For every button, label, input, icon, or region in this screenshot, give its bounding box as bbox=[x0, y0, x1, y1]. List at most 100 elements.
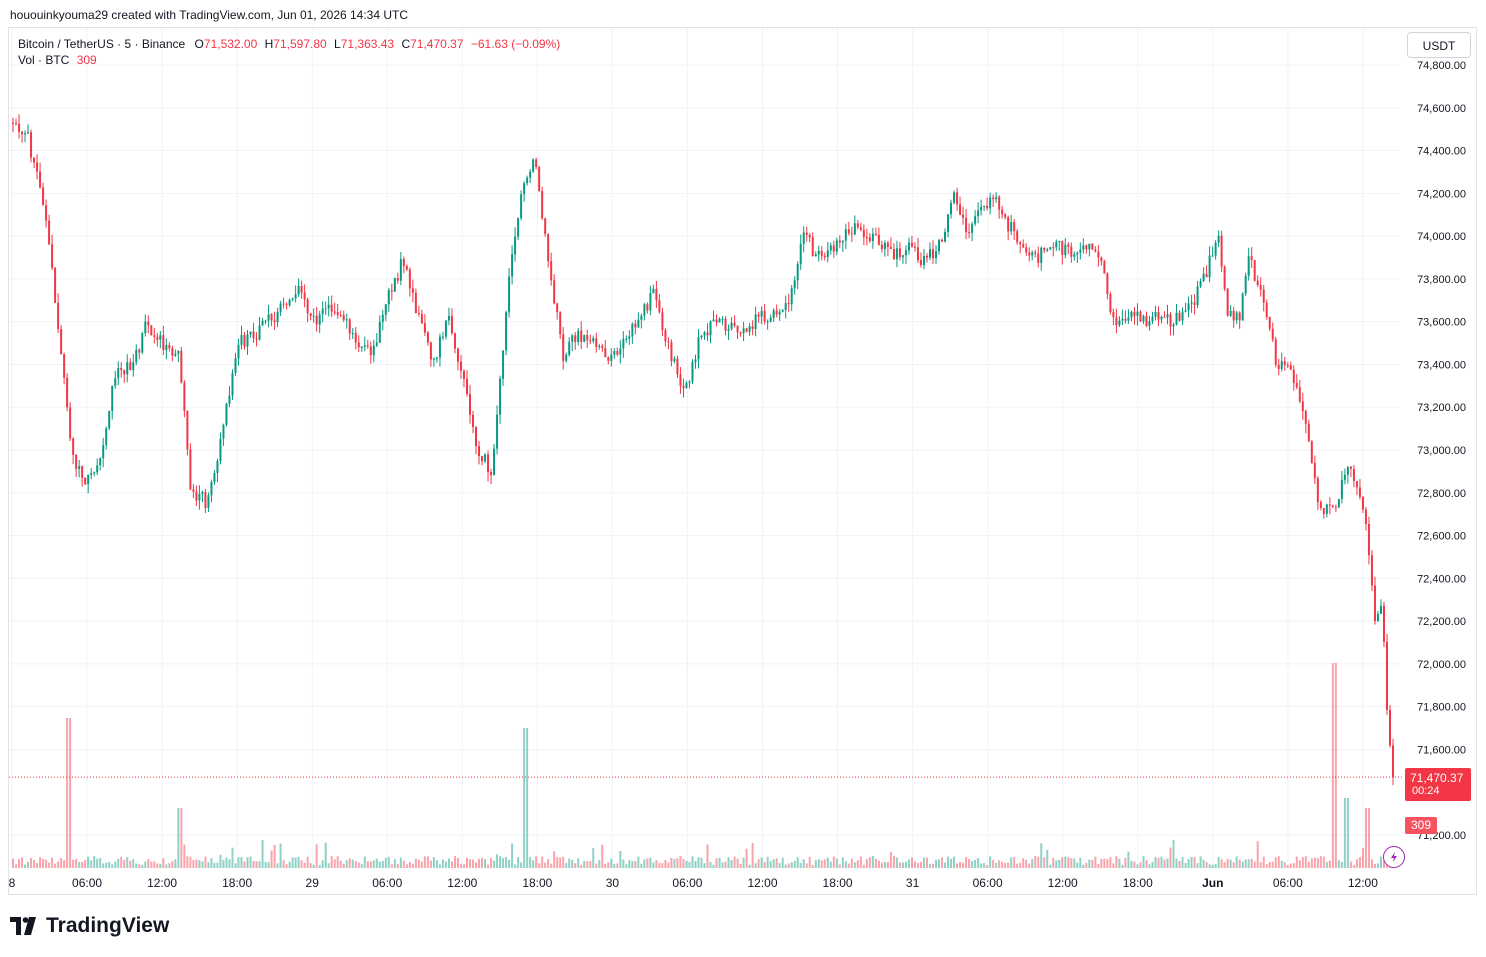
volume-bar bbox=[1274, 857, 1277, 868]
volume-bar bbox=[886, 861, 889, 868]
volume-bar bbox=[712, 864, 715, 868]
volume-bar bbox=[986, 864, 989, 868]
volume-bar bbox=[1331, 663, 1334, 868]
volume-bar bbox=[604, 863, 607, 868]
volume-bar bbox=[120, 856, 123, 868]
candle-body bbox=[192, 489, 195, 492]
candle-body bbox=[204, 491, 207, 508]
candle-body bbox=[147, 321, 150, 326]
candle-body bbox=[1013, 222, 1016, 232]
volume-bar bbox=[715, 858, 718, 868]
x-tick-label: 12:00 bbox=[147, 876, 177, 890]
volume-bar bbox=[81, 861, 84, 868]
volume-bar bbox=[216, 862, 219, 868]
candle-body bbox=[159, 335, 162, 340]
candle-body bbox=[950, 202, 953, 215]
volume-bar bbox=[168, 863, 171, 868]
candle-body bbox=[324, 308, 327, 310]
candle-body bbox=[429, 342, 432, 360]
candle-body bbox=[1082, 245, 1085, 250]
volume-bar bbox=[916, 862, 919, 868]
candle-body bbox=[87, 474, 90, 485]
candle-body bbox=[387, 290, 390, 305]
candle-body bbox=[1388, 709, 1391, 746]
candle-body bbox=[947, 214, 950, 232]
candle-body bbox=[904, 250, 907, 256]
volume-bar bbox=[51, 857, 54, 868]
candle-body bbox=[1187, 303, 1190, 311]
candle-body bbox=[941, 239, 944, 242]
currency-button[interactable]: USDT bbox=[1407, 32, 1471, 58]
candle-body bbox=[1376, 613, 1379, 622]
volume-bar bbox=[553, 851, 556, 868]
volume-bar bbox=[649, 857, 652, 868]
volume-bar bbox=[174, 859, 177, 868]
volume-bar bbox=[622, 859, 625, 868]
tradingview-brand[interactable]: TradingView bbox=[10, 914, 169, 938]
candle-body bbox=[186, 410, 189, 450]
price-axis[interactable]: 74,800.00 74,600.00 74,400.00 74,200.00 74,0… bbox=[1417, 60, 1466, 842]
candle-body bbox=[601, 345, 604, 349]
volume-bar bbox=[111, 864, 114, 868]
volume-bar bbox=[1301, 857, 1304, 868]
candle-body bbox=[883, 242, 886, 250]
volume-bar bbox=[691, 856, 694, 868]
x-tick-label: 12:00 bbox=[747, 876, 777, 890]
volume-bar bbox=[568, 858, 571, 868]
candle-body bbox=[363, 345, 366, 347]
volume-bar bbox=[423, 856, 426, 868]
candle-body bbox=[919, 260, 922, 266]
volume-bar bbox=[742, 857, 745, 868]
volume-bar bbox=[829, 861, 832, 868]
candle-body bbox=[54, 267, 57, 303]
volume-bar bbox=[1208, 864, 1211, 868]
volume-tag: 309 bbox=[1405, 817, 1437, 834]
candle-body bbox=[240, 334, 243, 345]
candle-body bbox=[757, 314, 760, 317]
brand-name: TradingView bbox=[46, 914, 170, 937]
volume-bar bbox=[874, 858, 877, 868]
volume-bar bbox=[1019, 862, 1022, 868]
volume-label[interactable]: Vol · BTC bbox=[18, 53, 70, 67]
candle-body bbox=[423, 323, 426, 333]
last-price-tag: 71,470.37 00:24 bbox=[1405, 768, 1471, 801]
candle-body bbox=[216, 460, 219, 473]
candle-body bbox=[375, 342, 378, 346]
candle-body bbox=[1325, 504, 1328, 514]
time-axis[interactable]: 8 06:00 12:00 18:00 29 06:00 12:00 18:00 30 06:00… bbox=[9, 876, 1379, 890]
x-tick-label: 18:00 bbox=[823, 876, 853, 890]
candle-body bbox=[1100, 257, 1103, 262]
volume-bar bbox=[24, 864, 27, 868]
candle-body bbox=[414, 292, 417, 314]
volume-bar bbox=[1022, 858, 1025, 868]
symbol-title[interactable]: Bitcoin / TetherUS · 5 · Binance bbox=[18, 37, 186, 51]
candle-body bbox=[72, 438, 75, 455]
volume-bar bbox=[670, 857, 673, 868]
candle-body bbox=[282, 303, 285, 305]
volume-bar bbox=[1265, 864, 1268, 868]
candle-body bbox=[105, 428, 108, 446]
volume-bar bbox=[499, 856, 502, 868]
volume-bar bbox=[258, 861, 261, 868]
volume-bar bbox=[285, 864, 288, 868]
candle-body bbox=[523, 183, 526, 195]
volume-bar bbox=[1121, 864, 1124, 868]
volume-bar bbox=[291, 857, 294, 868]
volume-bar bbox=[844, 861, 847, 868]
volume-bar bbox=[198, 860, 201, 868]
volume-bar bbox=[607, 862, 610, 868]
candle-body bbox=[817, 250, 820, 255]
candle-body bbox=[847, 229, 850, 234]
flash-icon[interactable] bbox=[1383, 846, 1405, 868]
candle-body bbox=[592, 338, 595, 342]
y-tick-label: 74,800.00 bbox=[1417, 60, 1466, 72]
candle-body bbox=[775, 310, 778, 315]
candle-body bbox=[1136, 311, 1139, 317]
candle-body bbox=[291, 298, 294, 300]
candle-body bbox=[1346, 466, 1349, 475]
candle-body bbox=[174, 353, 177, 356]
volume-bar bbox=[748, 864, 751, 868]
candle-body bbox=[1121, 318, 1124, 321]
volume-bar bbox=[402, 860, 405, 868]
